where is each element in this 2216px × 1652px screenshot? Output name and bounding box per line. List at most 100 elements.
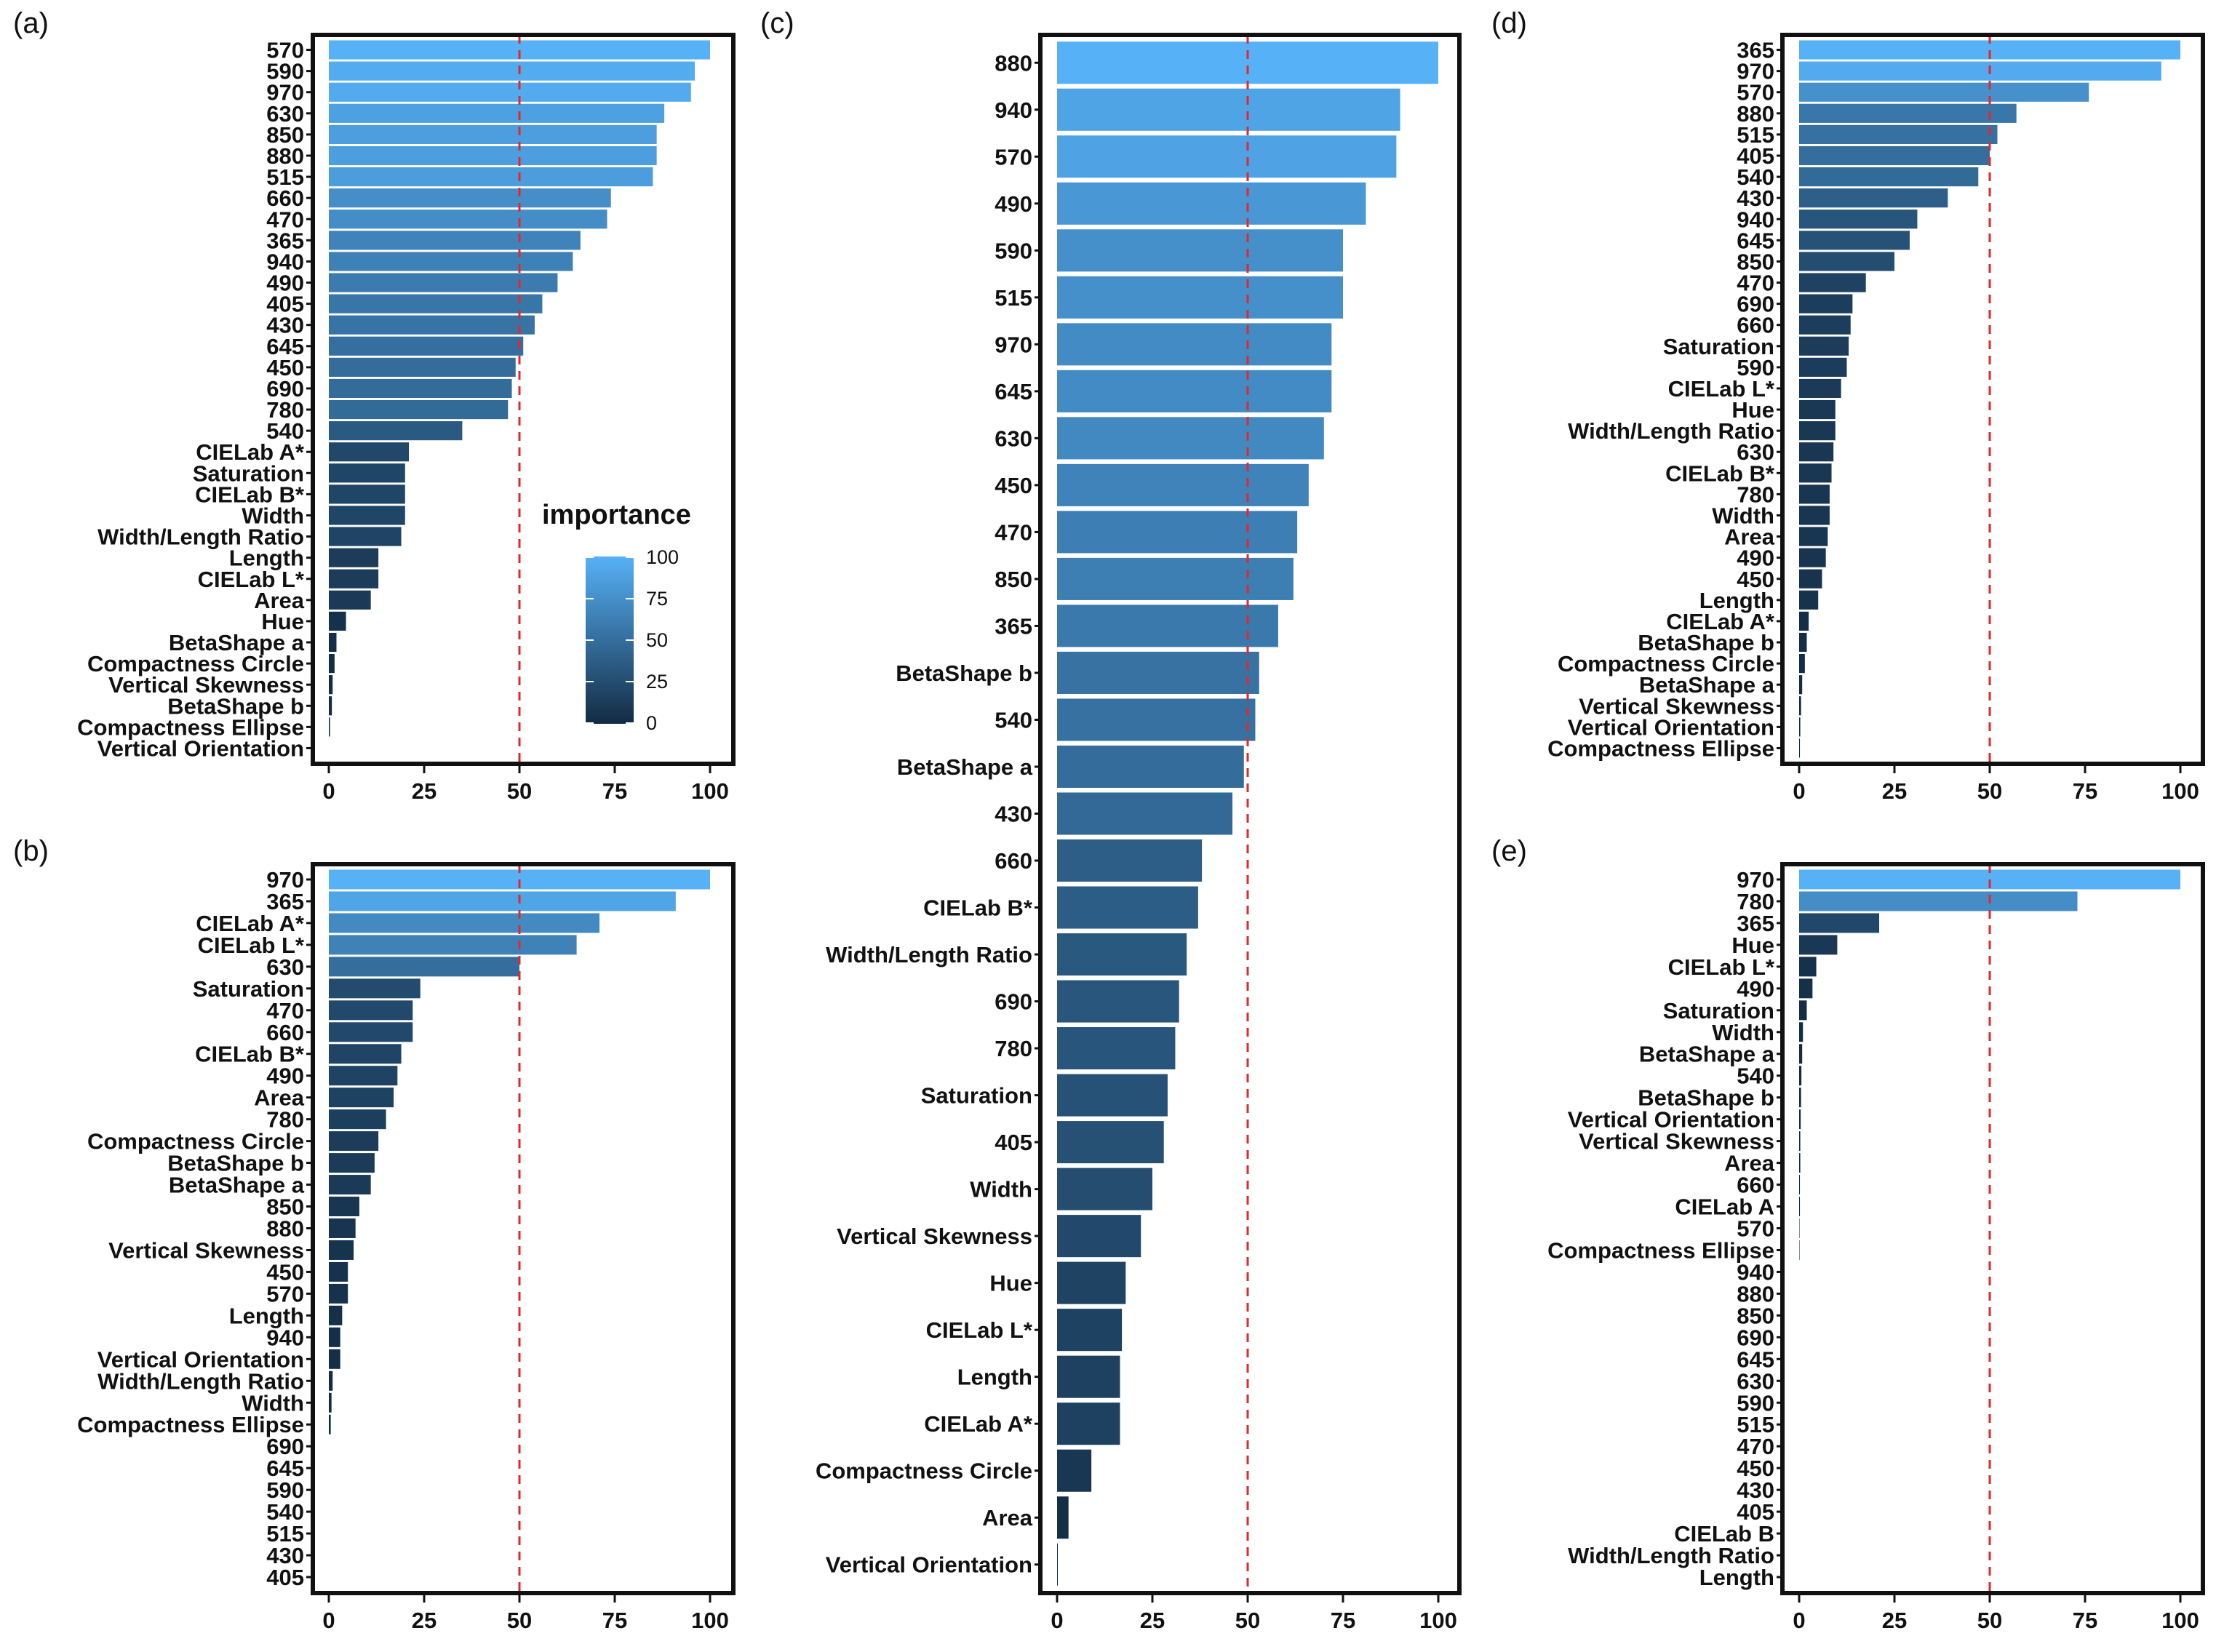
category-label: CIELab A*: [1666, 609, 1775, 634]
category-label: 850: [1737, 249, 1774, 274]
category-label: BetaShape b: [1638, 1085, 1774, 1111]
importance-legend: importance 100 75 50 25 0: [542, 500, 691, 734]
bar: [1799, 957, 1817, 977]
bar: [1057, 698, 1256, 741]
x-tick-label: 0: [322, 778, 335, 804]
category-label: 570: [1737, 80, 1774, 105]
bar: [1799, 1175, 1801, 1195]
category-label: 645: [266, 334, 304, 359]
category-label: 660: [266, 185, 304, 211]
category-label: 880: [1737, 101, 1774, 127]
category-label: Width: [242, 503, 304, 528]
category-label: 970: [266, 867, 304, 893]
panel-a-tag: (a): [13, 7, 49, 39]
category-label: BetaShape b: [167, 1151, 304, 1176]
x-tick-label: 100: [691, 1608, 729, 1633]
category-label: Length: [229, 546, 304, 571]
bar: [329, 913, 600, 933]
bar: [1057, 323, 1332, 366]
bar: [329, 231, 581, 250]
category-label: 940: [1737, 207, 1774, 232]
category-label: CIELab L*: [1668, 954, 1775, 980]
x-tick-label: 25: [412, 1608, 437, 1633]
category-label: 570: [266, 38, 304, 63]
bar: [1799, 167, 1979, 187]
category-label: Width: [1712, 503, 1774, 528]
bar: [1799, 336, 1849, 356]
bar: [1057, 1027, 1176, 1070]
bar: [329, 442, 410, 462]
bar: [1799, 1131, 1801, 1152]
bar: [1799, 527, 1828, 546]
bar: [1799, 1088, 1801, 1108]
bar: [329, 103, 665, 123]
category-label: BetaShape a: [1639, 1042, 1775, 1067]
category-label: BetaShape b: [896, 661, 1032, 686]
category-label: 780: [1737, 889, 1774, 914]
category-label: 780: [1737, 482, 1774, 507]
bar: [1799, 548, 1826, 567]
bar: [1799, 231, 1910, 250]
bar: [1057, 41, 1438, 84]
category-label: Length: [1699, 1565, 1774, 1590]
bar: [1057, 745, 1244, 789]
category-label: CIELab B*: [1665, 460, 1775, 486]
panel-c: (c) 880 940 570 490 590 515 970 645 630 450 470 850…: [760, 7, 1462, 1633]
bar: [329, 399, 509, 420]
category-label: Hue: [989, 1271, 1032, 1296]
category-label: 590: [1737, 1390, 1774, 1416]
bar: [1057, 182, 1366, 225]
panel-b-tag: (b): [13, 835, 49, 867]
bar: [329, 1370, 333, 1391]
category-label: 450: [995, 473, 1032, 498]
category-label: Width/Length Ratio: [826, 942, 1032, 967]
category-label: 940: [266, 249, 304, 274]
bar: [329, 145, 657, 166]
category-label: CIELab B*: [195, 482, 305, 507]
category-label: CIELab L*: [198, 933, 305, 958]
bar: [329, 357, 516, 377]
bar: [1799, 738, 1801, 758]
category-label: 540: [266, 418, 304, 444]
category-label: 850: [995, 567, 1032, 592]
x-tick-label: 50: [1977, 1608, 2002, 1633]
category-label: 540: [1737, 164, 1774, 190]
category-label: 490: [995, 191, 1032, 217]
bar: [1057, 135, 1397, 178]
category-label: Area: [254, 588, 305, 613]
category-label: BetaShape a: [1639, 672, 1775, 698]
category-label: 430: [1737, 185, 1774, 211]
category-label: 365: [1737, 911, 1774, 936]
x-tick-label: 50: [1235, 1608, 1260, 1633]
category-label: 970: [995, 332, 1032, 357]
category-label: 450: [1737, 1456, 1774, 1481]
category-label: 540: [266, 1499, 304, 1525]
legend-title: importance: [542, 500, 691, 530]
bar: [329, 548, 379, 567]
bar: [1057, 370, 1332, 412]
category-label: Area: [254, 1085, 305, 1111]
bar: [329, 421, 463, 441]
bar: [329, 675, 333, 695]
category-label: 880: [995, 50, 1032, 76]
bar: [329, 336, 524, 356]
bar: [1799, 506, 1830, 525]
category-label: 940: [995, 97, 1032, 123]
category-label: CIELab L*: [198, 567, 305, 592]
category-label: 970: [266, 80, 304, 105]
bar: [329, 1175, 371, 1195]
category-label: 430: [1737, 1477, 1774, 1503]
category-label: 405: [266, 292, 304, 317]
category-label: 430: [266, 313, 304, 338]
bar: [329, 696, 332, 716]
panel-d-frame: [1780, 33, 2205, 766]
category-label: Vertical Skewness: [1579, 693, 1774, 719]
bar: [329, 632, 337, 653]
category-label: Area: [1724, 1151, 1775, 1176]
bar: [1057, 1449, 1092, 1492]
bar: [329, 273, 558, 292]
category-label: Compactness Ellipse: [77, 714, 304, 740]
category-label: Hue: [1731, 397, 1774, 423]
category-label: 490: [266, 271, 304, 296]
